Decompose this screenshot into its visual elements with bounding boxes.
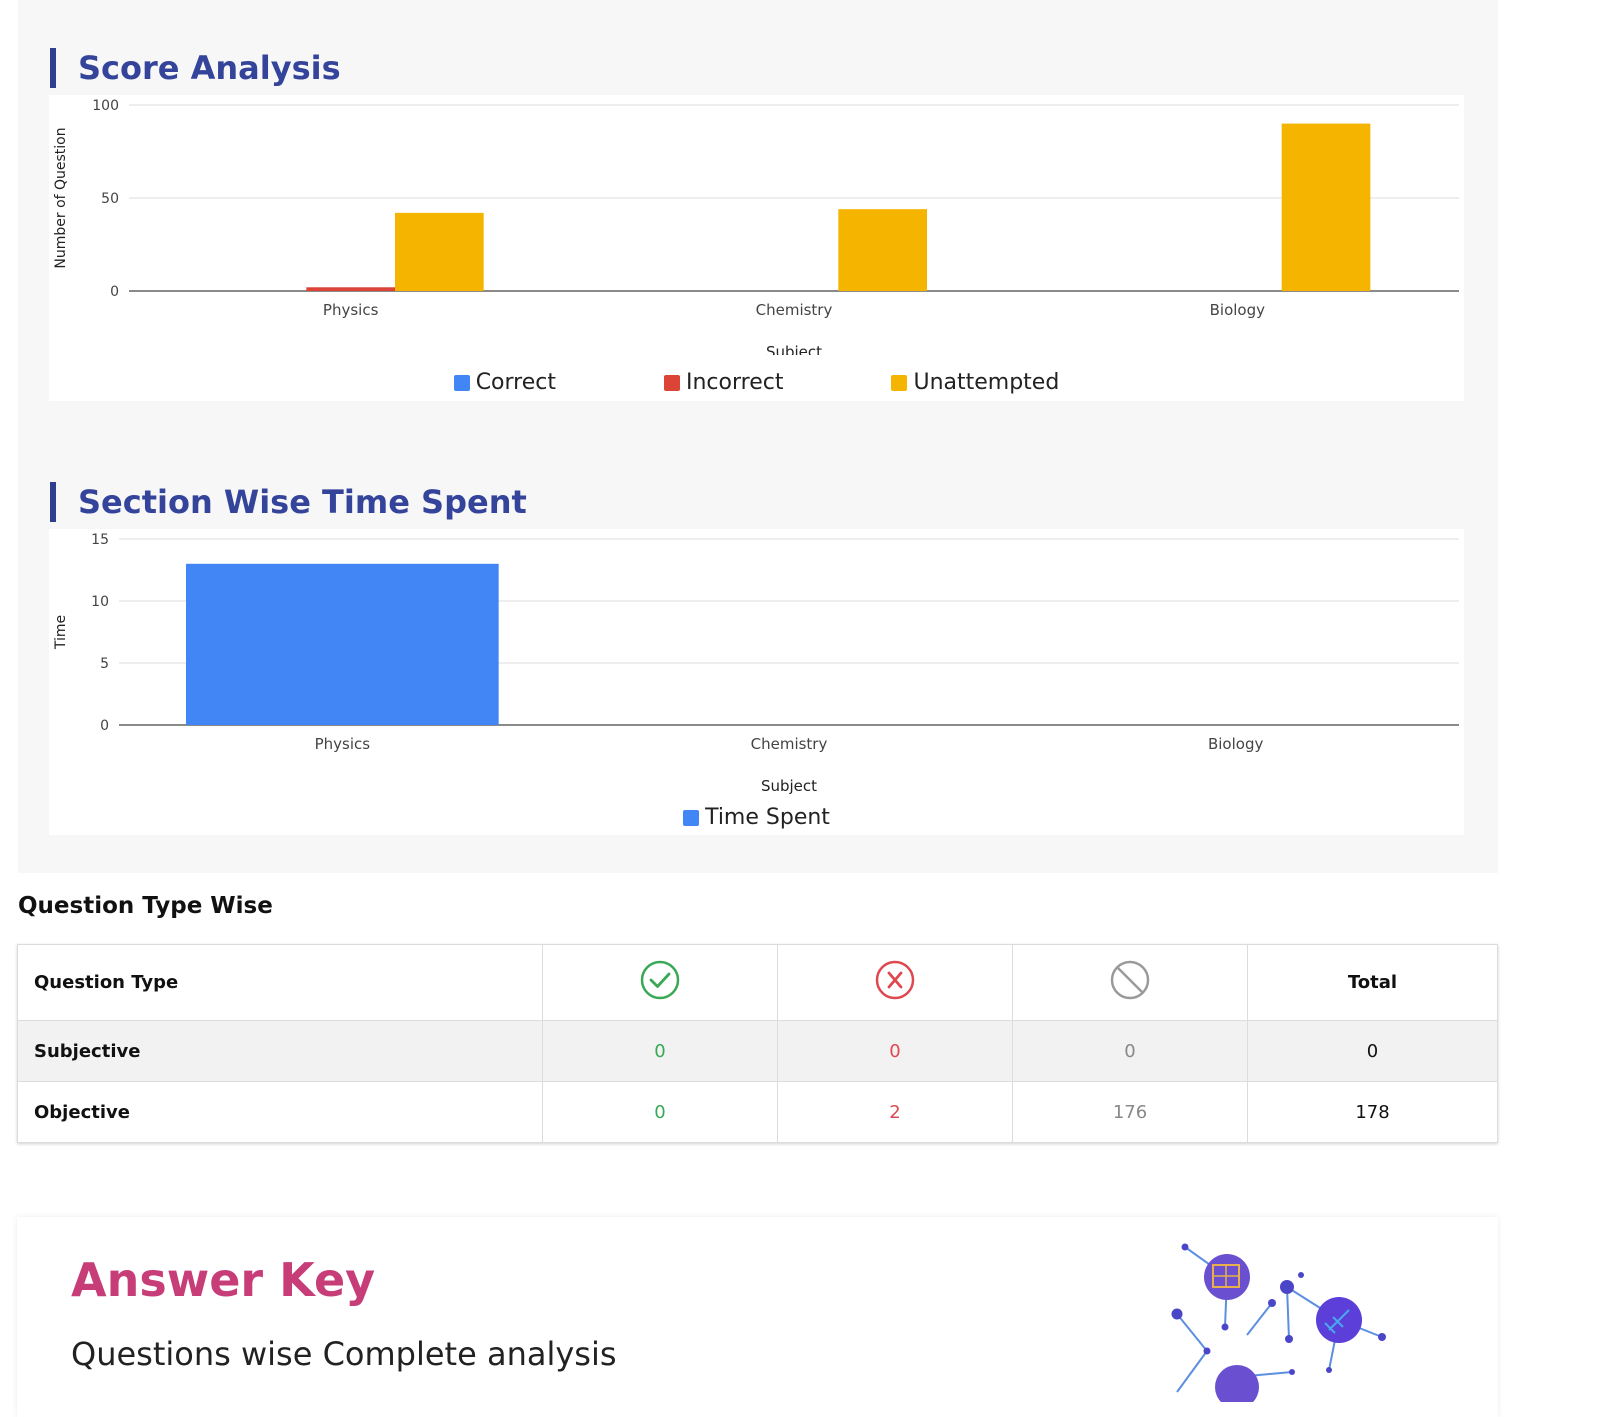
answer-key-card[interactable]: Answer Key Questions wise Complete analy…: [17, 1217, 1498, 1417]
time-spent-title: Section Wise Time Spent: [50, 482, 527, 522]
x-axis-label: Subject: [766, 343, 822, 355]
bar-unattempted: [838, 209, 927, 291]
legend-swatch: [891, 374, 908, 391]
legend-label: Correct: [475, 370, 556, 395]
legend-item[interactable]: Correct: [453, 370, 556, 395]
header-unattempted: [1012, 944, 1248, 1021]
x-tick-label: Physics: [315, 735, 371, 753]
y-axis-label: Number of Question: [53, 127, 69, 268]
answer-key-subtitle: Questions wise Complete analysis: [71, 1335, 617, 1373]
y-tick-label: 0: [110, 284, 119, 300]
question-type-title: Question Type Wise: [18, 893, 273, 919]
time-spent-chart: 0 5 10 15 Physics Chemistry Biology Subject Time…: [49, 529, 1464, 835]
table-row: Objective 0 2 176 178: [17, 1081, 1498, 1143]
header-question-type: Question Type: [17, 944, 543, 1021]
row-unattempted: 176: [1012, 1081, 1248, 1143]
legend-swatch: [683, 809, 700, 826]
bar-unattempted: [1281, 123, 1371, 291]
bar-time-spent: [186, 563, 499, 725]
legend-item[interactable]: Unattempted: [891, 370, 1059, 395]
check-circle-icon: [640, 960, 680, 1000]
legend-swatch: [664, 374, 680, 391]
legend-label: Time Spent: [705, 805, 830, 830]
y-tick-label: 100: [92, 98, 119, 114]
y-tick-label: 0: [100, 718, 109, 734]
row-label: Subjective: [17, 1020, 543, 1082]
x-circle-icon: [875, 960, 915, 1000]
row-correct: 0: [542, 1020, 778, 1082]
y-tick-label: 15: [91, 532, 109, 548]
table-header-row: Question Type Total: [17, 944, 1498, 1021]
score-chart-svg: 0 50 100 Physics Chemistry Biology Subject Numb…: [53, 98, 1459, 355]
legend-swatch: [453, 374, 470, 391]
x-tick-label: Biology: [1208, 735, 1264, 753]
legend-label: Incorrect: [686, 370, 784, 395]
row-incorrect: 0: [777, 1020, 1013, 1082]
x-tick-label: Chemistry: [751, 735, 828, 753]
x-tick-label: Chemistry: [756, 301, 833, 319]
row-unattempted: 0: [1012, 1020, 1248, 1082]
bar-unattempted: [395, 212, 484, 291]
score-chart-legend: Correct Incorrect Unattempted: [49, 370, 1464, 395]
legend-item[interactable]: Time Spent: [683, 805, 830, 830]
x-tick-label: Biology: [1210, 301, 1266, 319]
y-tick-label: 5: [100, 656, 109, 672]
score-analysis-chart: 0 50 100 Physics Chemistry Biology Subject Numb…: [49, 95, 1464, 401]
score-analysis-title: Score Analysis: [50, 48, 341, 88]
header-total: Total: [1247, 944, 1498, 1021]
header-incorrect: [777, 944, 1013, 1021]
x-tick-label: Physics: [323, 301, 379, 319]
time-chart-svg: 0 5 10 15 Physics Chemistry Biology Subject Time: [53, 532, 1459, 794]
y-axis-label: Time: [53, 615, 69, 650]
y-tick-label: 50: [101, 191, 119, 207]
time-chart-legend: Time Spent: [49, 805, 1464, 830]
header-correct: [542, 944, 778, 1021]
answer-key-title: Answer Key: [71, 1253, 376, 1307]
ban-circle-icon: [1110, 960, 1150, 1000]
row-correct: 0: [542, 1081, 778, 1143]
row-incorrect: 2: [777, 1081, 1013, 1143]
row-total: 0: [1247, 1020, 1498, 1082]
x-axis-label: Subject: [761, 777, 817, 794]
table-row: Subjective 0 0 0 0: [17, 1020, 1498, 1082]
row-total: 178: [1247, 1081, 1498, 1143]
legend-item[interactable]: Incorrect: [664, 370, 783, 395]
bar-incorrect: [306, 287, 395, 291]
row-label: Objective: [17, 1081, 543, 1143]
question-type-table: Question Type Total Subjective 0 0 0 0: [17, 944, 1498, 1143]
y-tick-label: 10: [91, 594, 109, 610]
legend-label: Unattempted: [913, 370, 1060, 395]
molecule-network-illustration: [1171, 1243, 1386, 1402]
